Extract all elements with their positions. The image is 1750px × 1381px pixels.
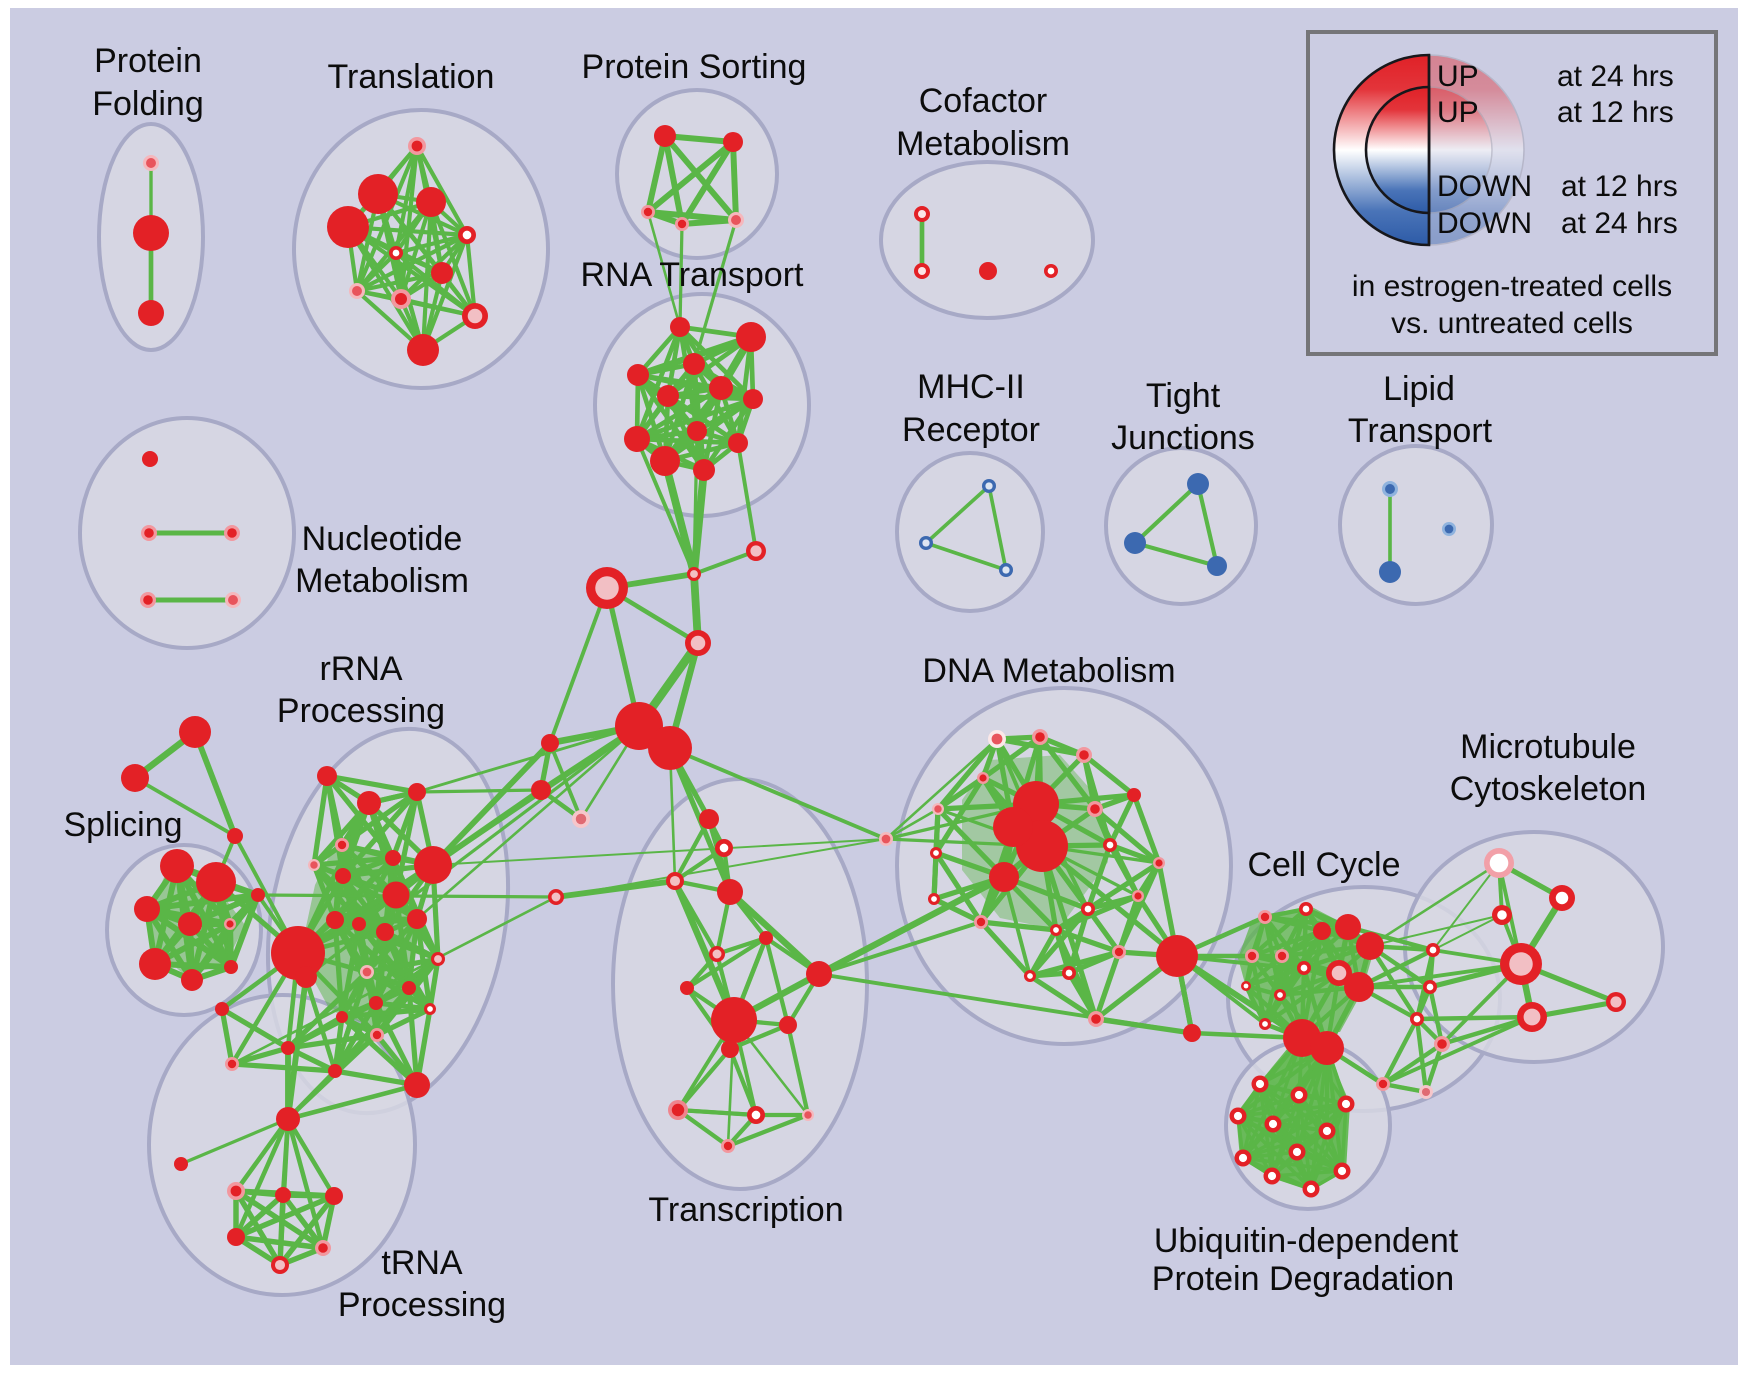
svg-text:Processing: Processing — [277, 692, 445, 730]
svg-text:rRNA: rRNA — [319, 650, 402, 688]
svg-text:Metabolism: Metabolism — [896, 125, 1070, 163]
svg-text:Splicing: Splicing — [63, 806, 182, 844]
svg-text:Cell Cycle: Cell Cycle — [1247, 846, 1400, 884]
svg-text:Microtubule: Microtubule — [1460, 728, 1636, 766]
svg-text:at 12 hrs: at 12 hrs — [1561, 170, 1678, 203]
svg-text:Processing: Processing — [338, 1286, 506, 1324]
svg-text:UP: UP — [1437, 96, 1479, 129]
svg-text:in estrogen-treated cells: in estrogen-treated cells — [1352, 270, 1672, 303]
svg-text:DOWN: DOWN — [1437, 170, 1532, 203]
svg-text:Protein Degradation: Protein Degradation — [1152, 1260, 1454, 1298]
svg-text:at 12 hrs: at 12 hrs — [1557, 96, 1674, 129]
svg-text:vs. untreated cells: vs. untreated cells — [1391, 307, 1633, 340]
svg-text:Ubiquitin-dependent: Ubiquitin-dependent — [1154, 1222, 1459, 1260]
svg-text:tRNA: tRNA — [381, 1244, 463, 1282]
svg-text:Nucleotide: Nucleotide — [302, 520, 463, 558]
svg-text:Transport: Transport — [1348, 412, 1493, 450]
svg-text:Cytoskeleton: Cytoskeleton — [1450, 770, 1647, 808]
svg-text:RNA Transport: RNA Transport — [581, 256, 805, 294]
svg-text:Receptor: Receptor — [902, 411, 1040, 449]
svg-text:Junctions: Junctions — [1111, 419, 1255, 457]
svg-text:Tight: Tight — [1146, 377, 1221, 415]
svg-text:at 24 hrs: at 24 hrs — [1557, 60, 1674, 93]
svg-text:Cofactor: Cofactor — [919, 82, 1048, 120]
svg-text:DOWN: DOWN — [1437, 207, 1532, 240]
svg-text:Protein Sorting: Protein Sorting — [582, 48, 807, 86]
svg-text:Metabolism: Metabolism — [295, 562, 469, 600]
svg-text:UP: UP — [1437, 60, 1479, 93]
svg-text:DNA Metabolism: DNA Metabolism — [922, 652, 1175, 690]
svg-text:Transcription: Transcription — [648, 1191, 843, 1229]
svg-text:Lipid: Lipid — [1383, 370, 1455, 408]
svg-text:MHC-II: MHC-II — [917, 368, 1025, 406]
svg-text:at 24 hrs: at 24 hrs — [1561, 207, 1678, 240]
svg-text:Protein: Protein — [94, 42, 202, 80]
svg-text:Folding: Folding — [92, 85, 204, 123]
svg-text:Translation: Translation — [328, 58, 495, 96]
